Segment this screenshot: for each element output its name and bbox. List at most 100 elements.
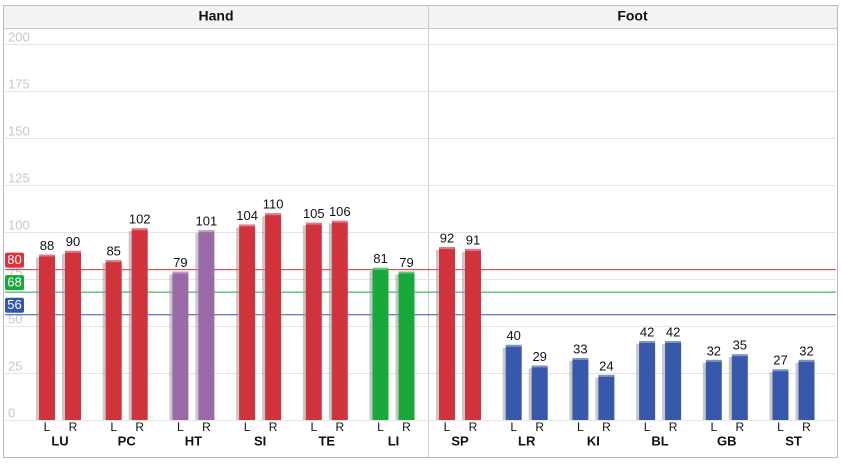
side-label: R [802, 420, 811, 434]
side-label: L [110, 420, 117, 434]
bar [172, 271, 189, 420]
category-label: SI [254, 433, 266, 448]
bar-highlight [639, 341, 656, 344]
bar [665, 341, 682, 420]
value-label: 106 [329, 204, 351, 219]
bar-highlight [798, 359, 815, 362]
value-label: 42 [666, 324, 680, 339]
side-label: R [269, 420, 278, 434]
bar-highlight [665, 341, 682, 344]
bar [731, 354, 748, 420]
bar-highlight [305, 222, 322, 225]
bar-highlight [705, 359, 722, 362]
y-tick-label: 150 [8, 123, 30, 138]
bar [239, 224, 256, 420]
category-label: TE [318, 433, 335, 448]
side-label: L [44, 420, 51, 434]
bar [572, 357, 589, 420]
bar-highlight [105, 260, 122, 263]
bar-highlight [598, 374, 615, 377]
category-label: SP [451, 433, 469, 448]
category-label: LU [51, 433, 68, 448]
bar-highlight [531, 365, 548, 368]
bar [305, 222, 322, 420]
category-label: KI [587, 433, 600, 448]
bar [131, 228, 148, 420]
side-label: R [135, 420, 144, 434]
bar [105, 260, 122, 420]
y-tick-label: 100 [8, 217, 30, 232]
bar [439, 247, 455, 420]
value-label: 27 [773, 353, 787, 368]
reference-badge [5, 297, 24, 313]
value-label: 91 [466, 232, 480, 247]
side-label: L [710, 420, 717, 434]
y-tick-label: 125 [8, 170, 30, 185]
bar-highlight [772, 369, 789, 372]
bar-highlight [39, 254, 55, 257]
bar [639, 341, 656, 420]
value-label: 42 [640, 324, 654, 339]
side-label: R [669, 420, 678, 434]
value-label: 90 [66, 234, 80, 249]
side-label: L [644, 420, 651, 434]
side-label: R [469, 420, 478, 434]
value-label: 110 [263, 197, 284, 212]
value-label: 85 [106, 244, 120, 259]
bar-highlight [198, 230, 215, 233]
side-label: L [310, 420, 317, 434]
y-tick-label: 175 [8, 76, 30, 91]
y-tick-label: 0 [8, 405, 15, 420]
category-label: LI [388, 433, 400, 448]
side-label: L [510, 420, 517, 434]
reference-label: 80 [7, 252, 21, 267]
side-label: L [244, 420, 251, 434]
value-label: 32 [799, 343, 813, 358]
bar-highlight [439, 247, 455, 250]
reference-badge [5, 275, 24, 291]
reference-badge [5, 252, 24, 268]
value-label: 32 [707, 343, 721, 358]
value-label: 40 [506, 328, 520, 343]
value-label: 104 [236, 208, 258, 223]
value-label: 102 [129, 212, 151, 227]
bar-highlight [131, 228, 148, 231]
bar [505, 344, 522, 420]
bar [465, 248, 481, 420]
bar-highlight [398, 271, 415, 274]
value-label: 101 [196, 214, 218, 229]
value-label: 81 [373, 251, 387, 266]
value-label: 105 [303, 206, 325, 221]
bar-highlight [572, 357, 589, 360]
category-label: ST [785, 433, 802, 448]
bar-highlight [172, 271, 189, 274]
category-label: GB [717, 433, 737, 448]
side-label: L [377, 420, 384, 434]
bar [798, 359, 815, 420]
bar [39, 254, 55, 420]
side-label: R [735, 420, 744, 434]
value-label: 79 [399, 255, 413, 270]
reference-label: 68 [7, 275, 21, 290]
panel-title: Foot [617, 8, 648, 24]
category-label: HT [185, 433, 202, 448]
bar-highlight [505, 344, 522, 347]
bar [598, 374, 615, 420]
side-label: L [577, 420, 584, 434]
bar [65, 250, 81, 420]
panel-title: Hand [199, 8, 234, 24]
value-label: 35 [733, 338, 747, 353]
value-label: 88 [40, 238, 54, 253]
side-label: R [602, 420, 611, 434]
bar-highlight [265, 213, 282, 216]
category-label: LR [518, 433, 536, 448]
bar [531, 365, 548, 420]
y-tick-label: 200 [8, 29, 30, 44]
value-label: 92 [440, 230, 454, 245]
bar [265, 213, 282, 420]
category-label: PC [118, 433, 137, 448]
bar [398, 271, 415, 420]
category-label: BL [651, 433, 668, 448]
